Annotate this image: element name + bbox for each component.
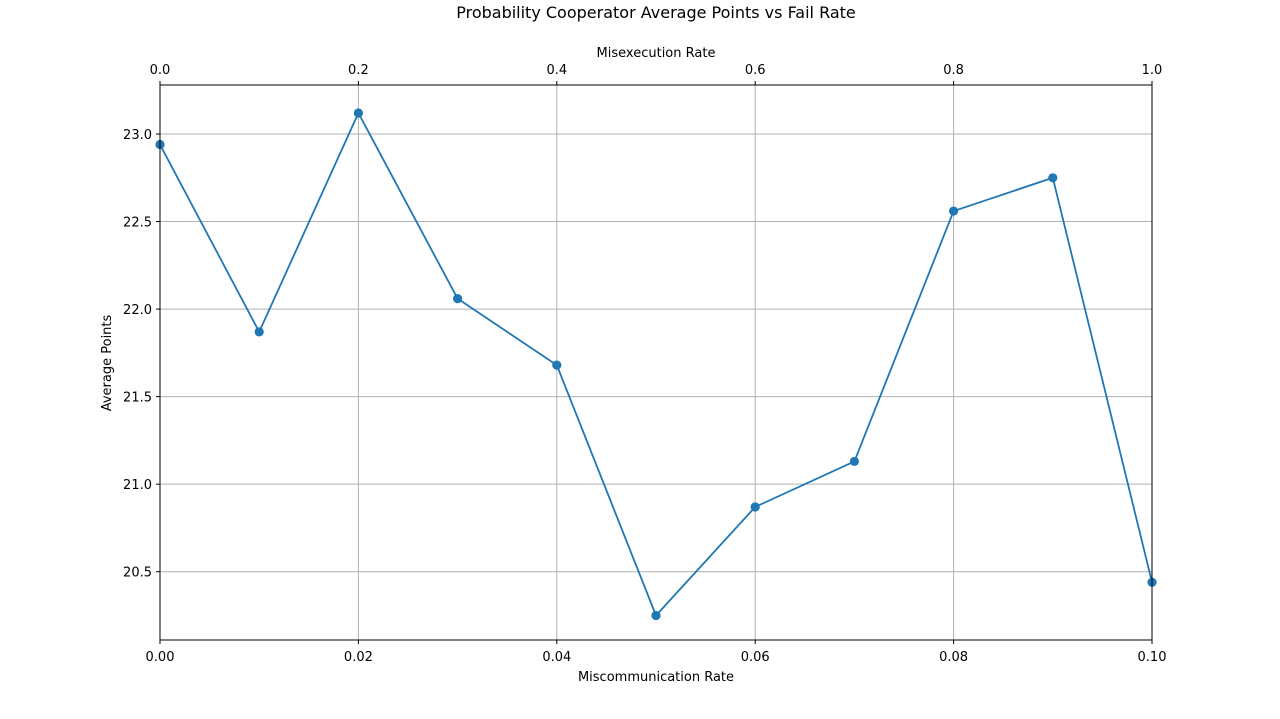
- grid-lines: [159, 85, 1153, 640]
- y-axis-label: Average Points: [100, 314, 115, 411]
- data-point: [849, 456, 860, 467]
- top-tick-label: 0.6: [745, 63, 766, 78]
- y-tick-label: 21.0: [123, 478, 152, 493]
- top-tick-label: 0.8: [943, 63, 964, 78]
- x-tick-label: 0.04: [542, 650, 571, 665]
- y-tick-label: 23.0: [123, 128, 152, 143]
- data-point: [254, 327, 264, 337]
- top-axis-label: Misexecution Rate: [597, 46, 716, 61]
- top-tick-label: 0.4: [546, 63, 567, 78]
- data-point: [453, 293, 463, 304]
- top-tick-label: 0.0: [150, 63, 171, 78]
- x-tick-label: 0.02: [344, 650, 373, 665]
- data-point: [552, 360, 562, 370]
- y-tick-label: 22.0: [123, 303, 152, 318]
- data-point: [750, 502, 760, 512]
- x-tick-label: 0.08: [939, 650, 968, 665]
- data-point: [949, 206, 959, 216]
- data-point: [651, 610, 661, 621]
- data-points: [155, 108, 1157, 621]
- data-point: [353, 108, 363, 118]
- x-tick-label: 0.06: [741, 650, 770, 665]
- x-axis-label: Miscommunication Rate: [578, 670, 734, 685]
- chart-title: Probability Cooperator Average Points vs…: [456, 3, 856, 22]
- top-tick-label: 1.0: [1142, 63, 1163, 78]
- plot-frame: [159, 84, 1153, 641]
- x-tick-label: 0.00: [146, 650, 175, 665]
- x-tick-label: 0.10: [1138, 650, 1167, 665]
- series-line-group: [159, 112, 1153, 617]
- axis-ticks: 0.00 0.02 0.04 0.06 0.08 0.10 0.0 0.2 0.4 0.6 0.8 1…: [123, 63, 1166, 665]
- data-point: [1048, 173, 1058, 183]
- y-tick-label: 21.5: [123, 391, 152, 406]
- y-tick-label: 22.5: [123, 216, 152, 231]
- top-tick-label: 0.2: [348, 63, 369, 78]
- y-tick-label: 20.5: [123, 566, 152, 581]
- series-line: [159, 112, 1153, 617]
